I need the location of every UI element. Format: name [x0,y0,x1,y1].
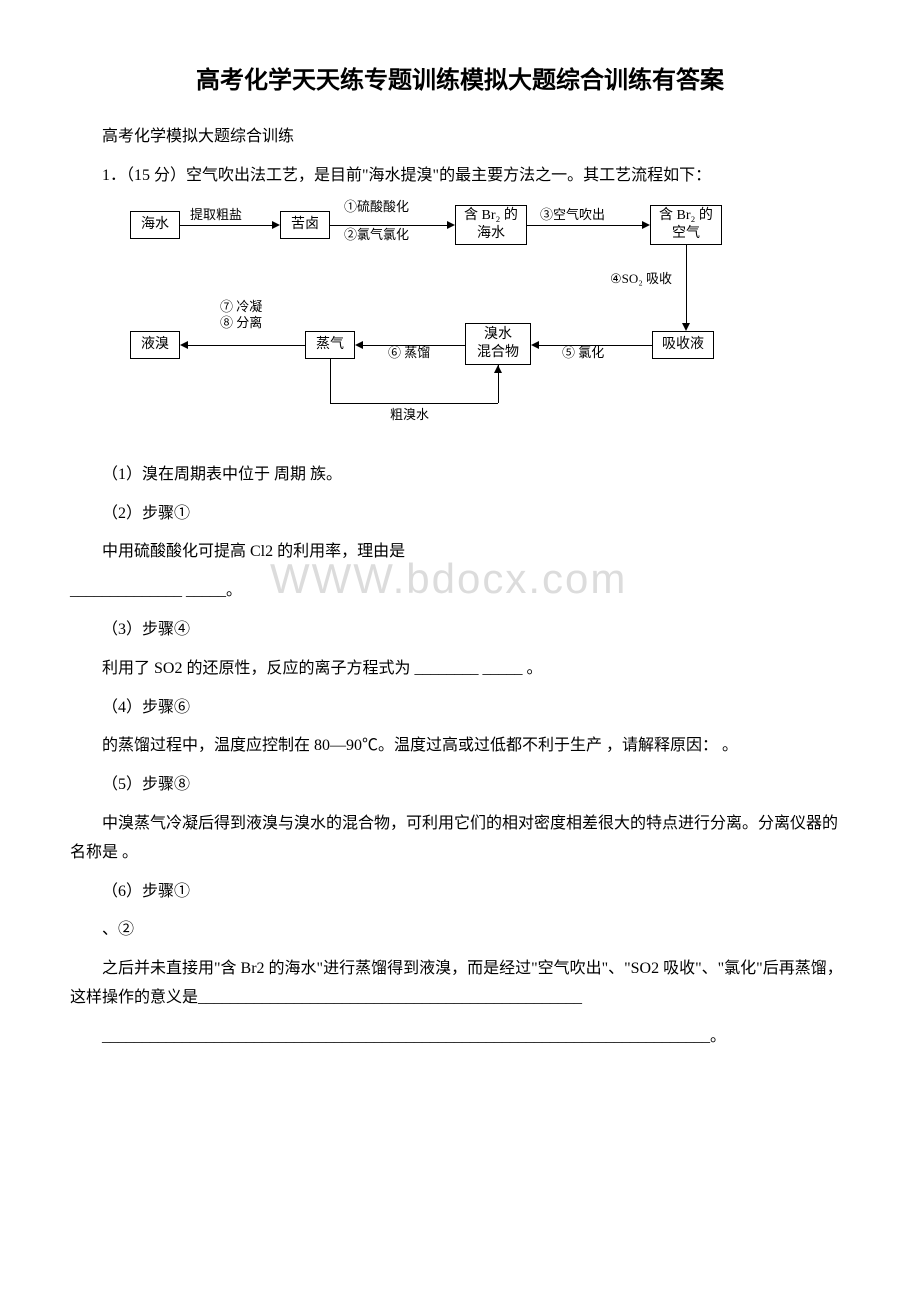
label-step6: ⑥ 蒸馏 [388,345,430,361]
node-br-air: 含 Br₂ 的 空气 [650,205,722,245]
label-step5: ⑤ 氯化 [562,345,604,361]
q1-1: （1）溴在周期表中位于 周期 族。 [70,461,850,490]
q1-intro: 1．（15 分）空气吹出法工艺，是目前"海水提溴"的最主要方法之一。其工艺流程如… [70,162,850,191]
page-title: 高考化学天天练专题训练模拟大题综合训练有答案 [70,60,850,103]
q1-6: （6）步骤① [70,878,850,907]
node-br-air-l2: 空气 [672,225,700,243]
q1-6b: 、② [70,916,850,945]
label-step2: ②氯气氯化 [344,227,409,243]
label-step4: ④SO₂ 吸收 [610,271,672,287]
node-br-seawater-l2: 海水 [477,225,505,243]
q1-6-line1: 之后并未直接用"含 Br2 的海水"进行蒸馏得到液溴，而是经过"空气吹出"、"S… [70,955,850,1013]
node-br-seawater: 含 Br₂ 的 海水 [455,205,527,245]
subtitle: 高考化学模拟大题综合训练 [70,123,850,152]
node-brwater-l2: 混合物 [477,344,519,362]
q1-5: （5）步骤⑧ [70,771,850,800]
label-crude: 粗溴水 [390,407,429,423]
q1-5-line: 中溴蒸气冷凝后得到液溴与溴水的混合物，可利用它们的相对密度相差很大的特点进行分离… [70,810,850,868]
q1-4-line: 的蒸馏过程中，温度应控制在 80—90℃。温度过高或过低都不利于生产 ，请解释原… [70,732,850,761]
q1-3-line: 利用了 SO2 的还原性，反应的离子方程式为 ________ _____ 。 [70,655,850,684]
node-absorb: 吸收液 [652,331,714,359]
label-step7: ⑦ 冷凝 [220,299,262,315]
process-flowchart: 海水 苦卤 含 Br₂ 的 海水 含 Br₂ 的 空气 液溴 蒸气 溴水 混合物… [110,201,810,441]
q1-2-line: 中用硫酸酸化可提高 Cl2 的利用率，理由是 [70,538,850,567]
node-brwater-l1: 溴水 [484,326,512,344]
node-br-seawater-l1: 含 Br₂ 的 [464,207,518,225]
node-brwater-mix: 溴水 混合物 [465,323,531,365]
label-step8: ⑧ 分离 [220,315,262,331]
node-seawater: 海水 [130,211,180,239]
q1-3: （3）步骤④ [70,616,850,645]
node-br-air-l1: 含 Br₂ 的 [659,207,713,225]
q1-6-line2: ________________________________________… [70,1023,850,1052]
label-extract: 提取粗盐 [190,207,242,223]
node-liquid-br: 液溴 [130,331,180,359]
node-vapor: 蒸气 [305,331,355,359]
q1-2: （2）步骤① [70,500,850,529]
label-step3: ③空气吹出 [540,207,605,223]
q1-4: （4）步骤⑥ [70,694,850,723]
label-step1: ①硫酸酸化 [344,199,409,215]
node-bittern: 苦卤 [280,211,330,239]
